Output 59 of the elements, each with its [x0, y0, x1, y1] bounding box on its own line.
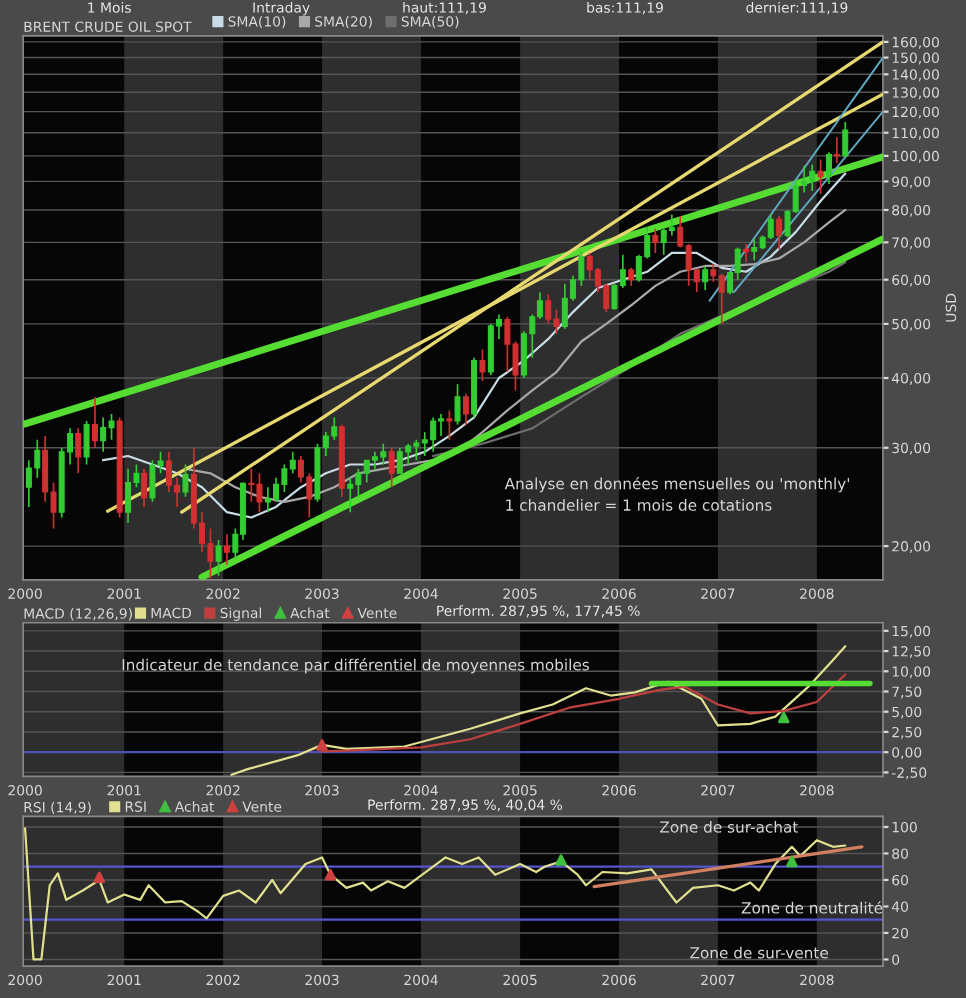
line-series [230, 645, 847, 776]
candlestick [586, 252, 593, 281]
candlestick [462, 392, 469, 426]
candlestick [83, 420, 90, 466]
candlestick [141, 468, 148, 508]
candlestick [751, 238, 758, 262]
candlestick [223, 533, 230, 566]
candlestick [817, 158, 824, 195]
candlestick [91, 396, 98, 449]
candlestick [479, 348, 486, 382]
candlestick [215, 539, 222, 577]
candlestick [842, 121, 849, 158]
candlestick [767, 213, 774, 240]
candlestick [487, 323, 494, 376]
candlestick [207, 527, 214, 580]
candlestick [413, 438, 420, 462]
candlestick [545, 293, 552, 325]
candlestick [396, 446, 403, 475]
candlestick [165, 451, 172, 493]
candlestick [553, 308, 560, 335]
candlestick [652, 228, 659, 254]
candlestick [718, 272, 725, 325]
candlestick [743, 243, 750, 264]
candlestick [347, 477, 354, 514]
candlestick [454, 383, 461, 426]
candlestick [504, 315, 511, 373]
candlestick [182, 463, 189, 498]
point [324, 868, 337, 881]
candlestick [405, 442, 412, 466]
point [93, 871, 106, 884]
line-series [102, 172, 847, 519]
candlestick [388, 446, 395, 489]
point [786, 855, 798, 868]
candlestick [438, 413, 444, 437]
candlestick [702, 265, 709, 291]
candlestick [826, 151, 832, 185]
candlestick [363, 459, 370, 484]
candlestick [256, 472, 263, 514]
candlestick [776, 215, 783, 251]
line-series [184, 208, 847, 503]
candlestick [809, 163, 816, 192]
candlestick [75, 427, 82, 475]
candlestick [108, 413, 115, 441]
candlestick [446, 409, 453, 441]
candlestick [248, 468, 255, 503]
candlestick [281, 463, 288, 493]
candlestick [660, 228, 667, 256]
candlestick [430, 416, 437, 453]
candlestick [380, 442, 387, 466]
candlestick [100, 416, 107, 453]
point [555, 854, 567, 866]
candlestick [833, 136, 840, 165]
candlestick [125, 468, 132, 524]
candlestick [149, 459, 156, 503]
candlestick [355, 468, 362, 498]
candlestick [561, 282, 568, 330]
candlestick [668, 213, 675, 237]
candlestick [264, 486, 271, 514]
candlestick [331, 416, 338, 441]
